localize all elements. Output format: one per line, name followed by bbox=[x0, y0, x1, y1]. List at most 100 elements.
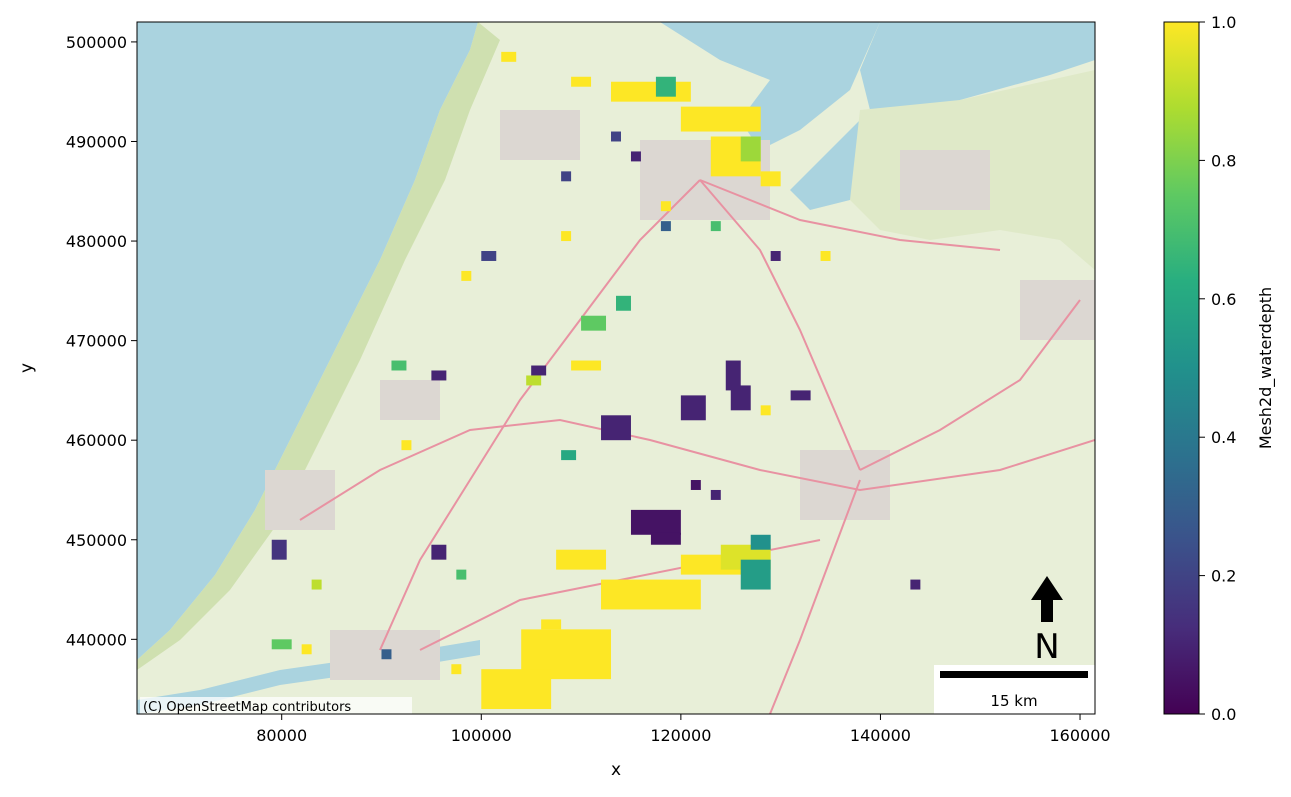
waterdepth-cell-23 bbox=[680, 395, 706, 421]
waterdepth-cell-14 bbox=[655, 76, 676, 97]
almere-urban bbox=[900, 150, 990, 210]
waterdepth-cell-12 bbox=[680, 106, 761, 132]
waterdepth-cell-2 bbox=[601, 579, 701, 610]
waterdepth-cells bbox=[271, 51, 921, 710]
waterdepth-cell-53 bbox=[630, 151, 641, 162]
y-tick-label: 480000 bbox=[66, 232, 127, 251]
y-tick-label: 450000 bbox=[66, 531, 127, 550]
colorbar-tick-label: 0.6 bbox=[1211, 290, 1236, 309]
waterdepth-cell-31 bbox=[431, 370, 447, 381]
waterdepth-cell-9 bbox=[630, 509, 681, 535]
waterdepth-cell-39 bbox=[461, 270, 472, 281]
waterdepth-cell-15 bbox=[740, 136, 761, 162]
scale-bar-line bbox=[940, 671, 1088, 678]
waterdepth-cell-27 bbox=[271, 539, 287, 560]
north-arrow-icon bbox=[1031, 576, 1063, 622]
den-haag-urban bbox=[265, 470, 335, 530]
waterdepth-cell-44 bbox=[790, 390, 811, 401]
colorbar-ticks: 0.0 0.2 0.4 0.6 0.8 1.0 bbox=[1199, 13, 1236, 724]
colorbar-tick-label: 0.4 bbox=[1211, 428, 1236, 447]
north-arrow: N bbox=[1031, 576, 1063, 667]
colorbar-tick-label: 0.0 bbox=[1211, 705, 1236, 724]
waterdepth-cell-28 bbox=[271, 639, 292, 650]
waterdepth-cell-38 bbox=[401, 440, 412, 451]
road-a28 bbox=[859, 299, 1081, 471]
attribution-background bbox=[140, 697, 412, 714]
x-axis-label: x bbox=[611, 760, 621, 780]
waterdepth-cell-30 bbox=[311, 579, 322, 590]
scale-bar: 15 km bbox=[934, 665, 1095, 714]
road-a1 bbox=[699, 179, 1001, 251]
waterdepth-cell-5 bbox=[481, 669, 552, 710]
waterdepth-cell-22 bbox=[601, 415, 631, 441]
waterdepth-cell-48 bbox=[456, 569, 467, 580]
basemap bbox=[137, 22, 1095, 714]
road-a12 bbox=[299, 418, 1095, 521]
waterdepth-cell-37 bbox=[710, 489, 721, 500]
markermeer bbox=[660, 22, 880, 150]
x-tick-label: 140000 bbox=[850, 726, 911, 745]
waterdepth-cell-33 bbox=[531, 365, 547, 376]
waterdepth-cell-8 bbox=[750, 534, 771, 550]
waterdepth-cell-26 bbox=[431, 544, 447, 560]
waterdepth-cell-25 bbox=[725, 360, 741, 391]
waterdepth-cell-54 bbox=[611, 131, 621, 142]
colorbar bbox=[1163, 21, 1200, 715]
waterdepth-cell-36 bbox=[690, 480, 701, 490]
x-tick-label: 80000 bbox=[256, 726, 307, 745]
waterdepth-cell-43 bbox=[710, 221, 721, 232]
north-sea bbox=[137, 22, 478, 660]
leiden-urban bbox=[380, 380, 440, 420]
waterdepth-cell-32 bbox=[391, 360, 407, 371]
x-tick-label: 100000 bbox=[451, 726, 512, 745]
attribution-text: (C) OpenStreetMap contributors bbox=[143, 700, 351, 715]
waterdepth-cell-24 bbox=[730, 385, 751, 411]
waterdepth-cell-50 bbox=[820, 251, 831, 261]
waterdepth-cell-17 bbox=[571, 76, 592, 87]
waterdepth-cell-42 bbox=[660, 221, 671, 232]
north-arrow-label: N bbox=[1034, 627, 1059, 667]
waterdepth-cell-51 bbox=[770, 251, 781, 261]
waterdepth-cell-20 bbox=[581, 315, 607, 331]
y-tick-label: 440000 bbox=[66, 630, 127, 649]
colorbar-tick-label: 1.0 bbox=[1211, 13, 1236, 32]
dune-coast bbox=[137, 22, 500, 670]
waterdepth-cell-18 bbox=[501, 51, 517, 62]
y-tick-label: 460000 bbox=[66, 431, 127, 450]
waterdepth-cell-21 bbox=[616, 295, 631, 311]
waterdepth-cell-55 bbox=[660, 201, 671, 212]
waterdepth-cell-41 bbox=[561, 231, 572, 242]
waterdepth-cell-40 bbox=[760, 405, 771, 416]
waterdepth-cell-16 bbox=[760, 171, 781, 187]
y-tick-label: 500000 bbox=[66, 33, 127, 52]
waterdepth-cell-19 bbox=[571, 360, 602, 371]
waterdepth-cell-0 bbox=[541, 619, 562, 630]
road-a4 bbox=[379, 179, 701, 651]
road-a27 bbox=[769, 479, 861, 714]
waterdepth-cell-1 bbox=[556, 549, 607, 570]
waterdepth-cell-10 bbox=[650, 532, 681, 545]
colorbar-tick-label: 0.2 bbox=[1211, 567, 1236, 586]
waterdepth-cell-45 bbox=[910, 579, 921, 590]
y-tick-label: 470000 bbox=[66, 332, 127, 351]
waterdepth-cell-47 bbox=[381, 649, 392, 660]
y-tick-label: 490000 bbox=[66, 132, 127, 151]
utrecht-urban bbox=[800, 450, 890, 520]
haarlem-urban bbox=[500, 110, 580, 160]
x-tick-label: 120000 bbox=[650, 726, 711, 745]
waterdepth-cell-52 bbox=[561, 171, 572, 182]
colorbar-tick-label: 0.8 bbox=[1211, 151, 1236, 170]
waterdepth-cell-49 bbox=[481, 251, 497, 261]
y-axis-ticks: 440000 450000 460000 470000 480000 490000 5000… bbox=[66, 33, 137, 649]
waterdepth-cell-46 bbox=[451, 664, 462, 675]
colorbar-label: Mesh2d_waterdepth bbox=[1256, 287, 1276, 449]
scale-bar-label: 15 km bbox=[990, 692, 1037, 710]
waterdepth-cell-11 bbox=[611, 81, 691, 102]
y-axis-label: y bbox=[17, 363, 37, 373]
waterdepth-cell-7 bbox=[740, 559, 771, 590]
waterdepth-cell-34 bbox=[526, 375, 542, 386]
x-axis-ticks: 80000 100000 120000 140000 160000 bbox=[256, 714, 1111, 745]
plot-frame bbox=[136, 21, 1096, 715]
